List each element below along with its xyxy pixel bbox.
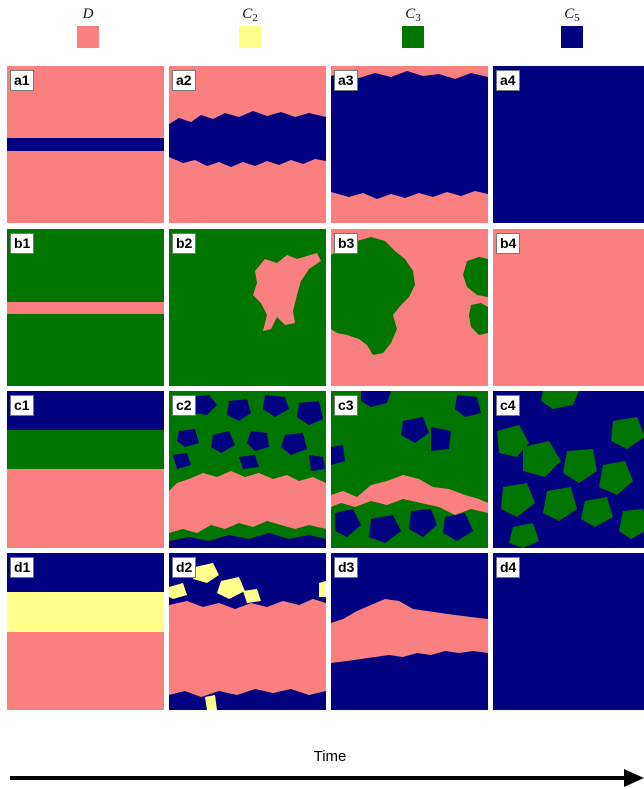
lattice-c1 (7, 391, 164, 548)
panel-a1: a1 (7, 66, 164, 223)
panel-b4: b4 (493, 229, 644, 386)
panel-label-c3: c3 (334, 395, 358, 416)
legend-swatch-c3 (402, 26, 424, 48)
lattice-b4 (493, 229, 644, 386)
lattice-d4 (493, 553, 644, 710)
legend-label-d: D (82, 6, 94, 22)
lattice-a4 (493, 66, 644, 223)
panel-c4: c4 (493, 391, 644, 548)
lattice-d1 (7, 553, 164, 710)
panel-b1: b1 (7, 229, 164, 386)
panel-label-d3: d3 (334, 557, 359, 578)
legend-item-c3: C3 (383, 4, 443, 48)
panel-label-b3: b3 (334, 233, 359, 254)
panel-d3: d3 (331, 553, 488, 710)
lattice-d2 (169, 553, 326, 710)
panel-label-c1: c1 (10, 395, 34, 416)
panel-label-d4: d4 (496, 557, 521, 578)
lattice-c2 (169, 391, 326, 548)
panel-label-b4: b4 (496, 233, 521, 254)
legend-label-c3: C3 (405, 6, 421, 24)
panel-c3: c3 (331, 391, 488, 548)
panel-d1: d1 (7, 553, 164, 710)
panel-label-c4: c4 (496, 395, 520, 416)
panel-d2: d2 (169, 553, 326, 710)
panel-a2: a2 (169, 66, 326, 223)
time-axis-label: Time (313, 748, 347, 765)
panel-d4: d4 (493, 553, 644, 710)
panel-label-a4: a4 (496, 70, 520, 91)
lattice-b3 (331, 229, 488, 386)
panel-label-a1: a1 (10, 70, 34, 91)
lattice-b2 (169, 229, 326, 386)
legend-item-d: D (58, 4, 118, 48)
panel-label-d1: d1 (10, 557, 35, 578)
panel-label-c2: c2 (172, 395, 196, 416)
panel-c1: c1 (7, 391, 164, 548)
lattice-a2 (169, 66, 326, 223)
panel-label-b1: b1 (10, 233, 35, 254)
lattice-c3 (331, 391, 488, 548)
lattice-b1 (7, 229, 164, 386)
panel-b2: b2 (169, 229, 326, 386)
lattice-d3 (331, 553, 488, 710)
panel-label-d2: d2 (172, 557, 197, 578)
panel-label-a2: a2 (172, 70, 196, 91)
legend-label-c2: C2 (242, 6, 258, 24)
legend-item-c5: C5 (542, 4, 602, 48)
lattice-a3 (331, 66, 488, 223)
legend-swatch-d (77, 26, 99, 48)
panel-label-b2: b2 (172, 233, 197, 254)
lattice-a1 (7, 66, 164, 223)
legend-label-c5: C5 (564, 6, 580, 24)
panel-a4: a4 (493, 66, 644, 223)
panel-a3: a3 (331, 66, 488, 223)
time-arrow-icon (10, 769, 644, 787)
panel-c2: c2 (169, 391, 326, 548)
legend-item-c2: C2 (220, 4, 280, 48)
legend-swatch-c2 (239, 26, 261, 48)
lattice-c4 (493, 391, 644, 548)
legend-swatch-c5 (561, 26, 583, 48)
panel-label-a3: a3 (334, 70, 358, 91)
panel-b3: b3 (331, 229, 488, 386)
